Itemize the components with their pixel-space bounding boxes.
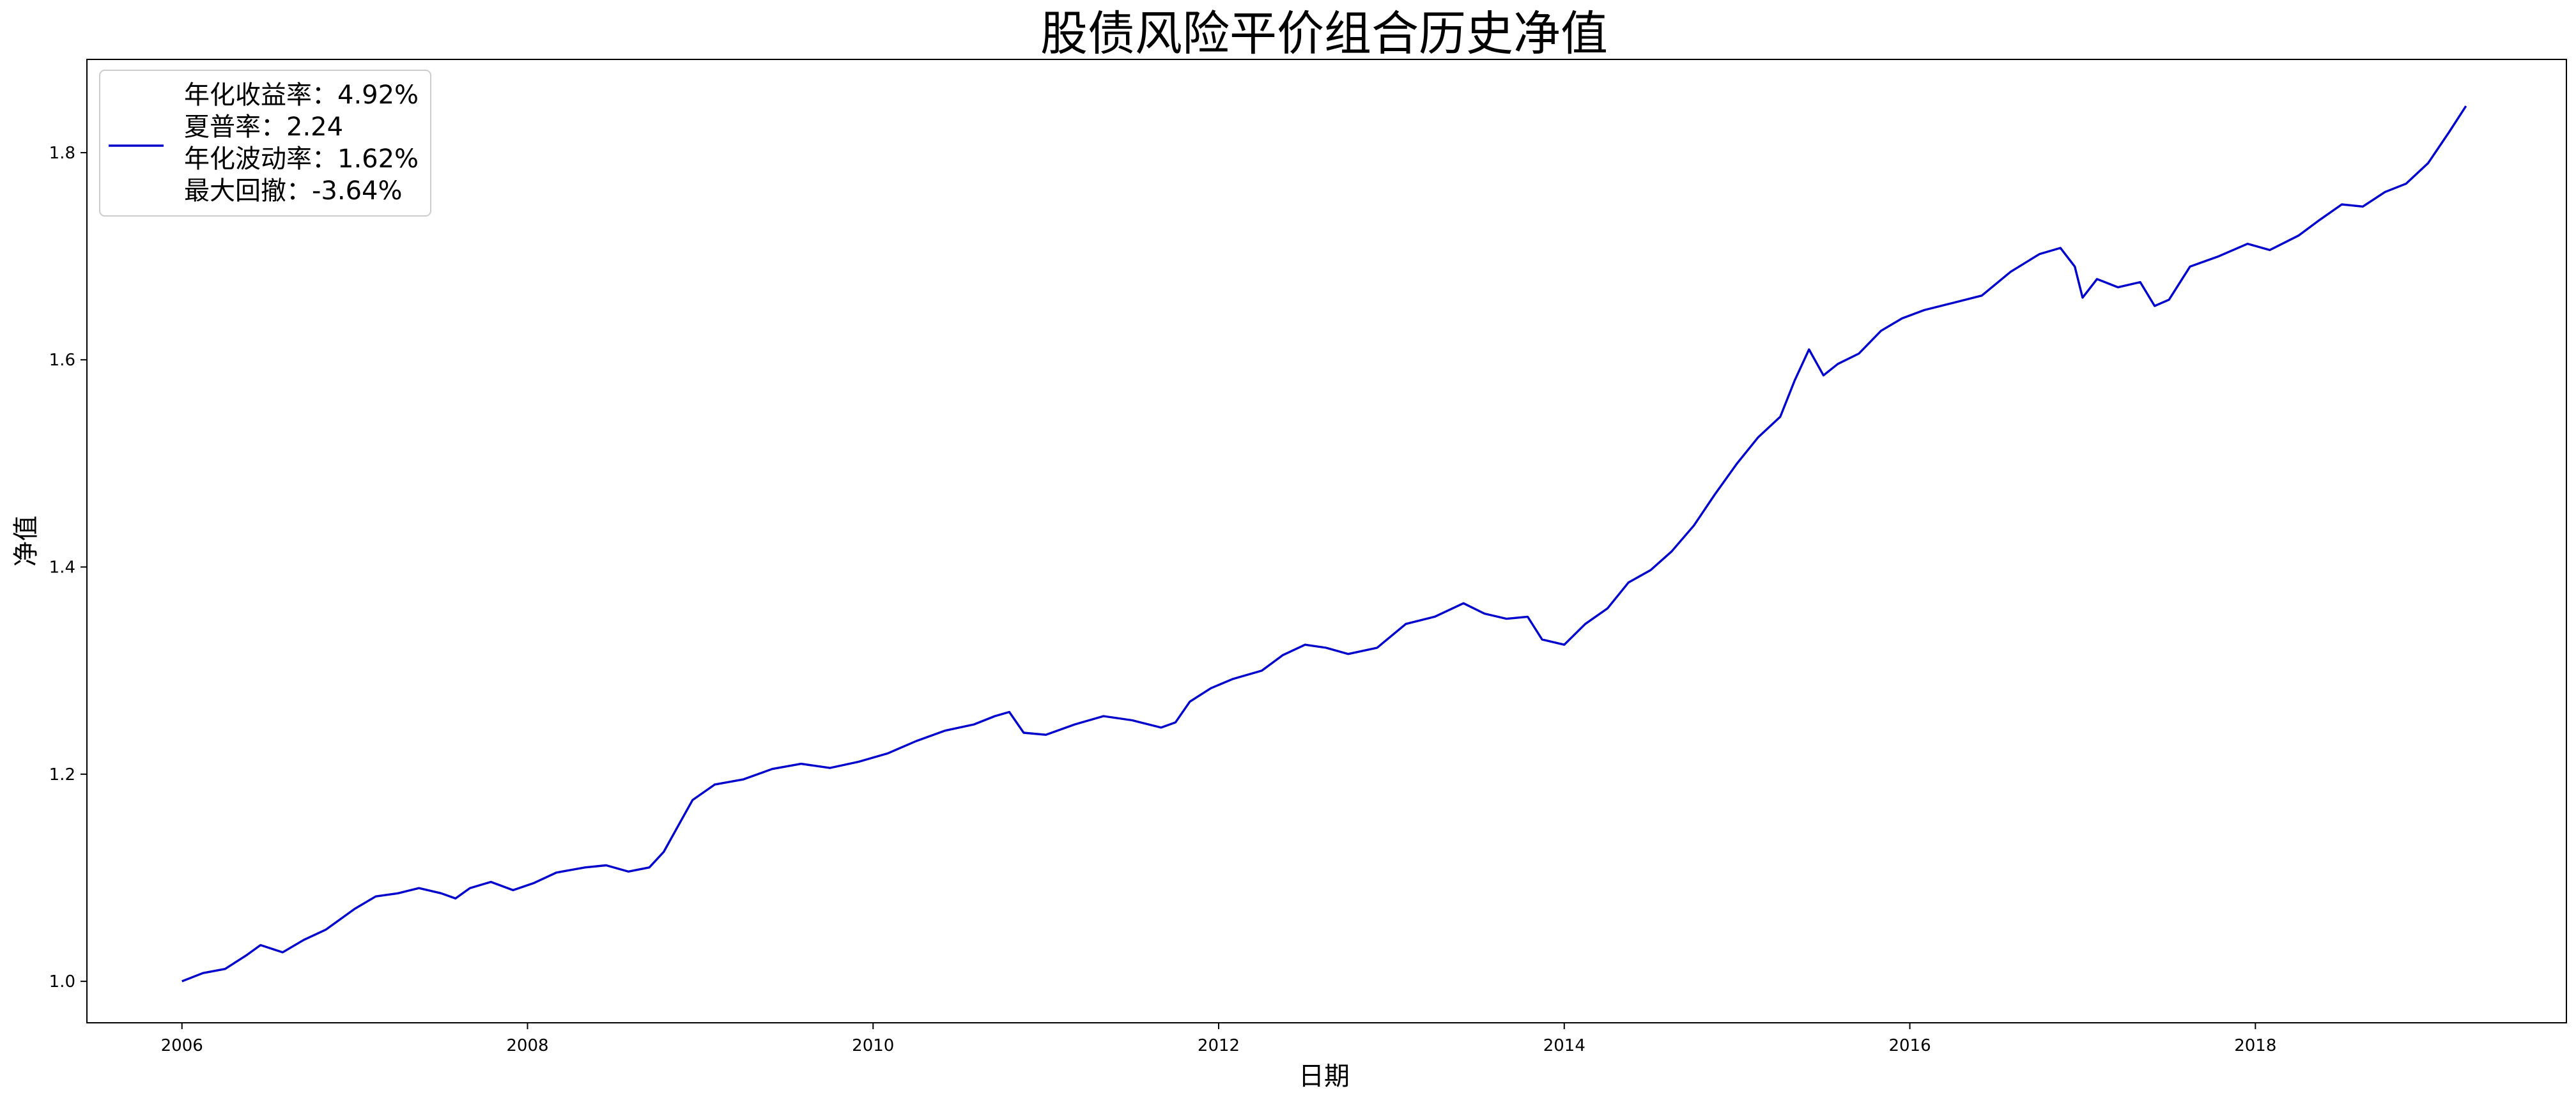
- x-tick-label: 2006: [161, 1036, 203, 1055]
- plot-area: [86, 59, 2567, 1023]
- legend: 年化收益率：4.92% 夏普率：2.24 年化波动率：1.62% 最大回撤：-3…: [99, 70, 431, 217]
- y-tick-label: 1.8: [49, 144, 75, 163]
- legend-entry-volatility: 年化波动率：1.62%: [184, 144, 419, 174]
- x-tick-label: 2012: [1198, 1036, 1240, 1055]
- legend-entry-annual-return: 年化收益率：4.92%: [184, 80, 419, 110]
- x-axis-ticks: 2006 2008 2010 2012 2014 2016 2018: [161, 1023, 2276, 1055]
- x-tick-label: 2016: [1888, 1036, 1931, 1055]
- y-tick-label: 1.0: [49, 972, 75, 991]
- chart-title: 股债风险平价组合历史净值: [1040, 6, 1608, 61]
- legend-box: [99, 70, 431, 217]
- y-axis-ticks: 1.0 1.2 1.4 1.6 1.8: [49, 144, 87, 991]
- x-tick-label: 2018: [2234, 1036, 2276, 1055]
- x-tick-label: 2008: [506, 1036, 548, 1055]
- x-tick-label: 2010: [852, 1036, 894, 1055]
- x-tick-label: 2014: [1543, 1036, 1585, 1055]
- legend-entry-sharpe: 夏普率：2.24: [184, 112, 343, 142]
- x-axis-title: 日期: [1299, 1062, 1350, 1091]
- y-axis-title: 净值: [12, 516, 41, 567]
- y-tick-label: 1.2: [49, 765, 75, 784]
- series-line: [181, 105, 2467, 983]
- y-tick-label: 1.4: [49, 558, 75, 578]
- y-tick-label: 1.6: [49, 351, 75, 370]
- legend-entry-max-drawdown: 最大回撤：-3.64%: [184, 176, 403, 206]
